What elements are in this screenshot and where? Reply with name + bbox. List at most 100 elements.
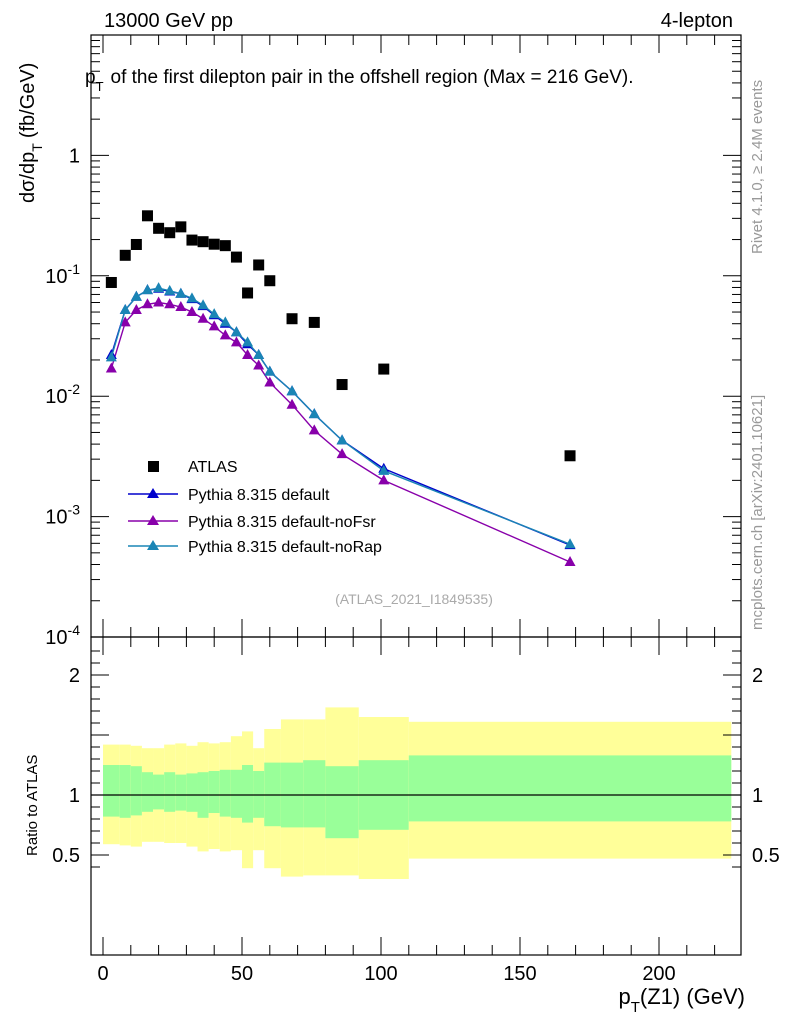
main-y-tick-label: 10-3 [45, 502, 80, 529]
point-atlas-3 [141, 210, 153, 222]
point-atlas-15 [286, 313, 298, 325]
point-atlas-12 [242, 287, 254, 299]
ratio-y-tick-label-right-2: 2 [752, 665, 763, 687]
point-nofsr-14 [264, 376, 276, 387]
point-norap-12 [242, 336, 254, 347]
point-nofsr-1 [119, 316, 131, 327]
main-y-tick-base: 1 [69, 145, 80, 167]
header-energy: 13000 GeV pp [104, 10, 233, 32]
ratio-band-inner-16 [303, 760, 326, 828]
main-panel [105, 210, 576, 566]
point-norap-13 [253, 348, 265, 359]
ratio-band-inner-3 [141, 772, 154, 812]
point-norap-11 [230, 326, 242, 337]
point-norap-1 [119, 303, 131, 314]
point-atlas-11 [230, 251, 242, 263]
main-y-tick-label: 10-4 [45, 622, 80, 649]
point-nofsr-2 [130, 303, 142, 314]
point-nofsr-5 [164, 298, 176, 309]
plot-title-sub: T [96, 79, 104, 94]
point-norap-8 [197, 299, 209, 310]
point-atlas-19 [564, 450, 576, 462]
point-nofsr-0 [105, 362, 117, 373]
ratio-band-inner-1 [119, 765, 131, 818]
point-nofsr-15 [286, 398, 298, 409]
legend-marker-default [147, 488, 159, 498]
point-atlas-9 [208, 238, 220, 250]
ratio-y-tick-label-right-1: 1 [752, 785, 763, 807]
point-nofsr-3 [141, 298, 153, 309]
point-nofsr-10 [219, 329, 231, 340]
point-norap-19 [564, 538, 576, 549]
point-atlas-17 [336, 379, 348, 391]
main-y-tick-exp: -2 [68, 381, 81, 397]
point-atlas-5 [164, 227, 176, 239]
point-nofsr-6 [175, 301, 187, 312]
ratio-band-inner-19 [408, 755, 732, 822]
x-axis-label-sub: T [631, 999, 640, 1016]
point-nofsr-8 [197, 312, 209, 323]
x-tick-label-4: 200 [642, 963, 675, 985]
plot-title-main: p [85, 67, 96, 88]
main-y-tick-label: 10-1 [45, 261, 80, 288]
x-tick-label-3: 150 [503, 963, 536, 985]
ratio-band-inner-14 [264, 762, 281, 827]
point-atlas-14 [264, 275, 276, 287]
ratio-band-inner-5 [164, 772, 176, 812]
legend-marker-norap [147, 540, 159, 550]
point-atlas-4 [153, 222, 165, 234]
legend-label-norap: Pythia 8.315 default-noRap [188, 539, 382, 556]
main-y-tick-exp: -4 [68, 622, 81, 638]
legend-marker-nofsr [147, 515, 159, 525]
point-norap-6 [175, 287, 187, 298]
point-norap-10 [219, 316, 231, 327]
legend: ATLAS Pythia 8.315 default Pythia 8.315 … [128, 459, 382, 556]
analysis-watermark: (ATLAS_2021_I1849535) [335, 591, 493, 607]
point-norap-17 [336, 434, 348, 445]
point-norap-5 [164, 284, 176, 295]
point-nofsr-19 [564, 555, 576, 566]
point-norap-0 [105, 351, 117, 362]
legend-marker-atlas [148, 461, 159, 472]
point-norap-7 [186, 292, 198, 303]
main-y-tick-exp: -1 [68, 261, 81, 277]
ratio-frame [90, 636, 742, 956]
main-y-label-rest: (fb/GeV) [17, 63, 39, 139]
point-norap-18 [378, 464, 390, 475]
point-nofsr-9 [208, 320, 220, 331]
point-norap-14 [264, 365, 276, 376]
plot-title-rest: of the first dilepton pair in the offshe… [111, 67, 634, 88]
main-y-label-main: dσ/dp [17, 152, 39, 203]
ratio-y-tick-label-left-1: 1 [69, 785, 80, 807]
series-line-norap [110, 287, 571, 545]
main-y-tick-label: 1 [69, 145, 80, 167]
ratio-band-inner-2 [130, 766, 142, 816]
x-axis-label: pT(Z1) (GeV) [618, 984, 745, 1016]
point-atlas-10 [219, 240, 231, 252]
point-nofsr-17 [336, 448, 348, 459]
main-y-label: dσ/dpT (fb/GeV) [17, 63, 45, 203]
main-y-tick-label: 10-2 [45, 381, 80, 408]
legend-label-atlas: ATLAS [188, 459, 238, 476]
ratio-panel [91, 707, 741, 879]
main-y-tick-base: 10 [45, 627, 67, 649]
ratio-band-inner-9 [208, 771, 220, 813]
ratio-y-tick-label-right-0: 0.5 [752, 845, 780, 867]
point-atlas-2 [130, 238, 142, 250]
side-label-mcplots: mcplots.cern.ch [arXiv:2401.10621] [749, 395, 766, 630]
x-tick-label-2: 100 [364, 963, 397, 985]
header-process: 4-lepton [661, 10, 733, 32]
x-tick-label-1: 50 [231, 963, 253, 985]
x-axis-label-main: p [618, 984, 630, 1009]
point-atlas-0 [105, 276, 117, 288]
point-nofsr-4 [153, 296, 165, 307]
point-atlas-1 [119, 249, 131, 261]
x-axis-label-rest: (Z1) (GeV) [640, 984, 745, 1009]
point-norap-3 [141, 284, 153, 295]
point-nofsr-16 [308, 424, 320, 435]
point-nofsr-13 [253, 359, 265, 370]
point-atlas-6 [175, 221, 187, 233]
ratio-band-inner-7 [186, 773, 198, 812]
ratio-y-label: Ratio to ATLAS [24, 755, 41, 856]
